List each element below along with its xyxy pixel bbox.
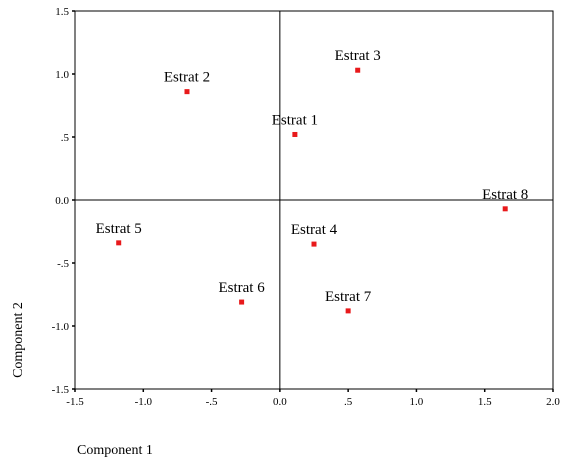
y-axis-title: Component 2	[11, 302, 26, 378]
x-axis-title: Component 1	[77, 443, 153, 458]
data-point-marker	[502, 206, 508, 212]
x-tick-label: 1.0	[410, 396, 424, 408]
y-tick-label: -1.0	[52, 321, 70, 333]
y-tick-label: 0.0	[55, 195, 69, 207]
data-point-label: Estrat 4	[291, 222, 338, 238]
data-point-label: Estrat 3	[335, 48, 381, 64]
y-tick-label: 1.5	[55, 6, 69, 18]
x-tick-label: 1.5	[478, 396, 492, 408]
axes: -1.5 -1.0 -.5 0.0 .5 1.0 1.5 2.0 1.5 1.0 .5 0.0 -.5 -…	[52, 6, 561, 408]
x-tick-label: -1.5	[66, 396, 84, 408]
x-tick-label: 0.0	[273, 396, 287, 408]
x-tick-label: .5	[344, 396, 353, 408]
data-point-label: Estrat 7	[325, 289, 372, 305]
data-points: Estrat 1 Estrat 2 Estrat 3 Estrat 4 Estrat 5…	[96, 48, 528, 314]
data-point-marker	[311, 241, 317, 247]
data-point-label: Estrat 6	[218, 280, 265, 296]
data-point-label: Estrat 8	[482, 187, 528, 203]
data-point-marker	[239, 299, 245, 305]
y-tick-label: -1.5	[52, 384, 70, 396]
y-tick-label: .5	[61, 132, 70, 144]
y-tick-label: -.5	[57, 258, 69, 270]
data-point-marker	[345, 308, 351, 314]
data-point-label: Estrat 5	[96, 221, 142, 237]
x-tick-label: -1.0	[135, 396, 153, 408]
y-tick-label: 1.0	[55, 69, 69, 81]
data-point-label: Estrat 1	[272, 112, 318, 128]
data-point-label: Estrat 2	[164, 70, 210, 86]
data-point-marker	[184, 89, 190, 95]
data-point-marker	[116, 240, 122, 246]
data-point-marker	[355, 67, 361, 73]
x-tick-label: -.5	[206, 396, 218, 408]
data-point-marker	[292, 131, 298, 137]
x-tick-label: 2.0	[546, 396, 560, 408]
